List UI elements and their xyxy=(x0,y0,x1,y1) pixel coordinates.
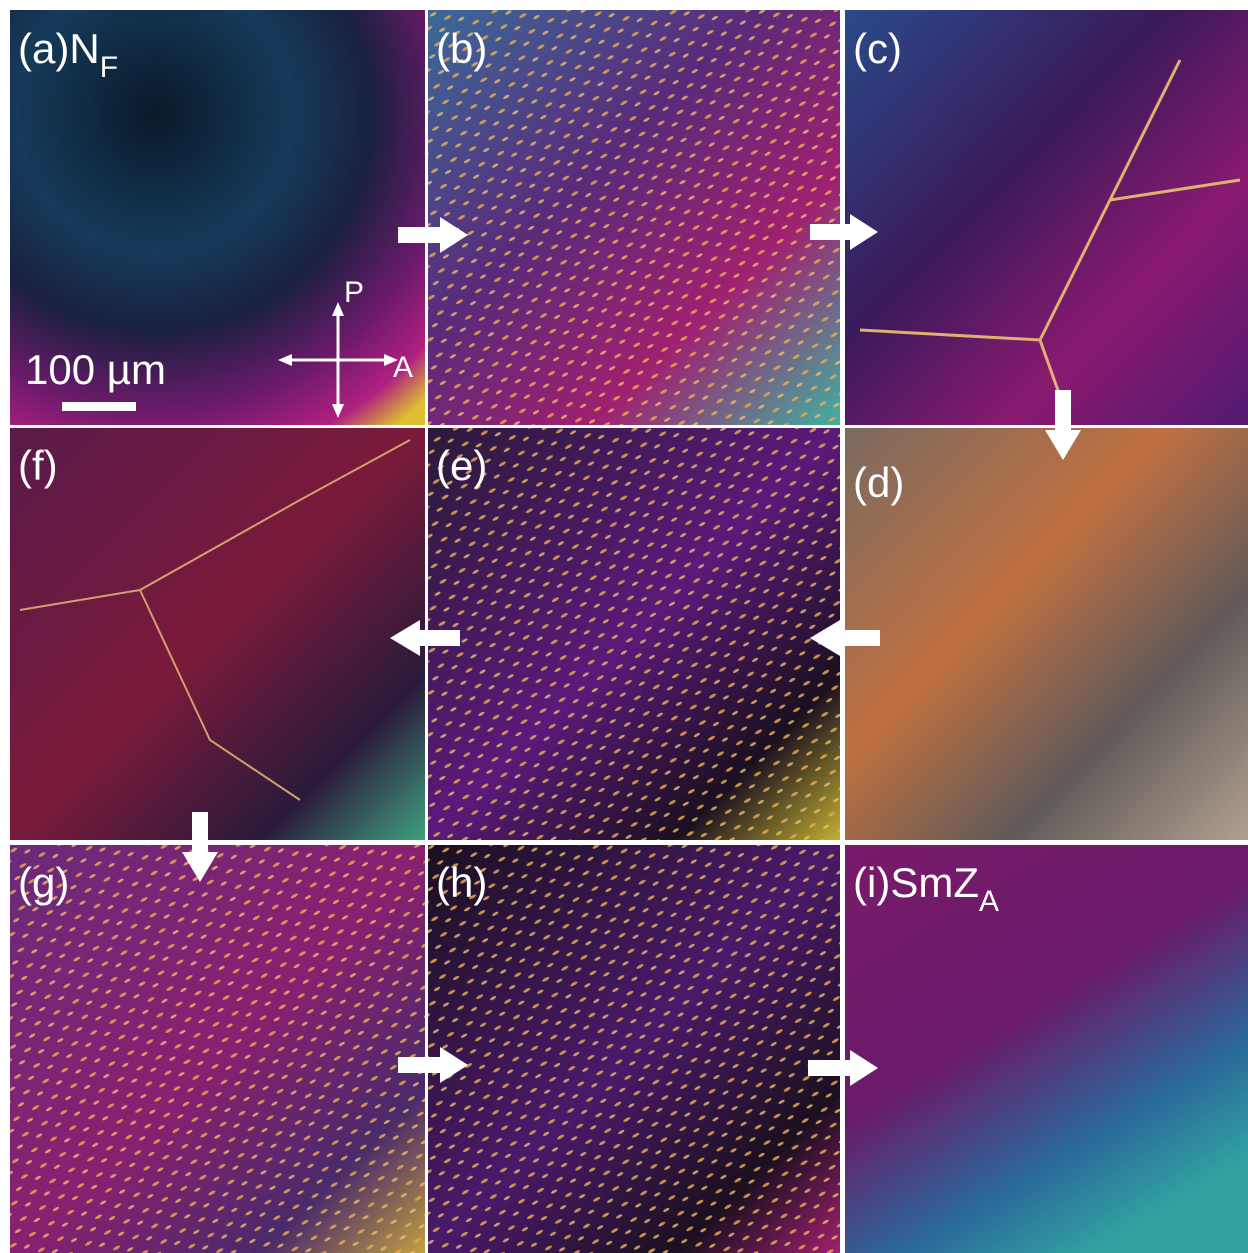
scale-bar xyxy=(62,402,136,411)
phase-subscript: F xyxy=(100,51,118,84)
panel-i xyxy=(845,845,1248,1253)
scale-bar-label: 100 µm xyxy=(25,346,166,393)
panel-label: (d) xyxy=(853,459,904,506)
panel-c xyxy=(845,10,1248,425)
panel-label: (c) xyxy=(853,25,902,72)
panel-b xyxy=(428,10,840,425)
analyzer-label: A xyxy=(393,351,413,384)
panel-e xyxy=(428,428,840,840)
panel-h xyxy=(428,845,840,1253)
panel-g xyxy=(10,845,425,1253)
phase-subscript: A xyxy=(979,885,999,918)
panel-f xyxy=(10,428,425,840)
phase: N xyxy=(69,25,99,72)
panel-label: (b) xyxy=(436,25,487,72)
panel-label: (i) xyxy=(853,859,890,906)
polarizer-label: P xyxy=(344,276,364,309)
panel-label: (g) xyxy=(18,859,69,906)
panel-label: (h) xyxy=(436,859,487,906)
figure: (a)NF (b) (c) (f) (e) (d) (g) (h) (i)SmZ… xyxy=(0,0,1248,1253)
panel-d xyxy=(845,428,1248,840)
panel-label: (f) xyxy=(18,442,58,489)
panel-label: (e) xyxy=(436,442,487,489)
phase: SmZ xyxy=(890,859,979,906)
panel-label: (a) xyxy=(18,25,69,72)
